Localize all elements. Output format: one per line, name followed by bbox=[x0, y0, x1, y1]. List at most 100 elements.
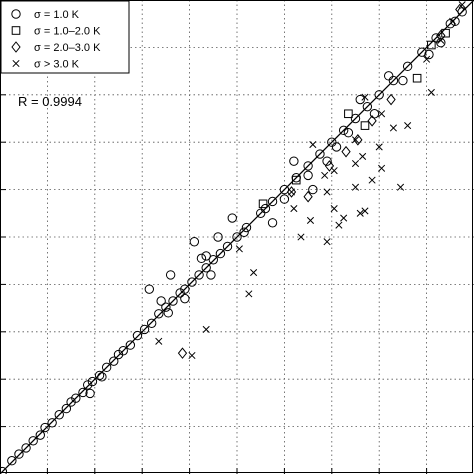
data-point-circle bbox=[180, 284, 190, 294]
data-point-cross bbox=[396, 183, 405, 191]
data-point-diamond bbox=[341, 145, 351, 158]
data-point-circle bbox=[260, 203, 271, 214]
data-point-cross bbox=[359, 152, 367, 160]
data-point-square bbox=[291, 175, 301, 185]
series-circle bbox=[0, 7, 467, 474]
data-point-circle bbox=[125, 340, 136, 350]
data-point-cross bbox=[404, 122, 412, 130]
data-point-circle bbox=[222, 241, 233, 252]
data-point-circle bbox=[331, 142, 342, 152]
data-point-circle bbox=[7, 456, 17, 466]
data-point-circle bbox=[101, 362, 112, 373]
data-point-diamond bbox=[324, 160, 335, 172]
legend-marker-circle bbox=[11, 9, 21, 19]
data-point-circle bbox=[417, 47, 427, 57]
data-point-circle bbox=[383, 71, 394, 81]
data-point-circle bbox=[132, 330, 143, 341]
data-point-circle bbox=[369, 109, 380, 119]
data-point-circle bbox=[87, 376, 98, 387]
data-point-square bbox=[412, 73, 422, 83]
data-point-circle bbox=[196, 253, 207, 264]
data-point-square bbox=[360, 121, 370, 130]
data-point-cross bbox=[389, 124, 397, 132]
data-point-circle bbox=[239, 227, 249, 237]
data-point-circle bbox=[374, 90, 384, 100]
data-point-cross bbox=[306, 216, 315, 224]
data-point-diamond bbox=[455, 3, 465, 16]
data-point-cross bbox=[449, 17, 457, 25]
data-point-square bbox=[427, 40, 436, 50]
data-point-diamond bbox=[353, 134, 363, 146]
data-point-circle bbox=[213, 232, 223, 242]
data-point-diamond bbox=[286, 186, 297, 198]
data-point-circle bbox=[165, 270, 176, 280]
data-point-circle bbox=[303, 161, 313, 171]
data-point-circle bbox=[156, 296, 166, 306]
data-point-circle bbox=[161, 302, 171, 312]
data-point-circle bbox=[232, 232, 242, 242]
data-point-circle bbox=[208, 255, 219, 265]
data-point-circle bbox=[350, 113, 361, 124]
data-point-cross bbox=[351, 159, 360, 168]
data-point-cross bbox=[245, 290, 253, 298]
data-point-cross bbox=[290, 205, 298, 213]
data-point-circle bbox=[187, 277, 197, 287]
data-point-cross bbox=[250, 268, 258, 277]
data-point-circle bbox=[47, 418, 57, 428]
data-point-circle bbox=[144, 284, 155, 294]
data-point-circle bbox=[402, 61, 413, 72]
legend-box bbox=[0, 0, 130, 74]
data-point-circle bbox=[327, 137, 337, 147]
data-point-square bbox=[258, 199, 268, 209]
data-point-cross bbox=[375, 143, 383, 151]
data-point-cross bbox=[323, 238, 331, 246]
data-point-square bbox=[344, 109, 353, 119]
data-point-diamond bbox=[367, 115, 377, 127]
data-point-circle bbox=[436, 37, 446, 48]
legend-marker-cross bbox=[12, 59, 20, 68]
data-point-circle bbox=[279, 194, 290, 204]
legend-entries: σ = 1.0 K σ = 1.0–2.0 K σ = 2.0–3.0 K σ > 3… bbox=[11, 9, 101, 71]
data-point-circle bbox=[201, 251, 211, 261]
data-point-circle bbox=[0, 466, 8, 474]
data-point-circle bbox=[289, 156, 299, 166]
data-point-cross bbox=[368, 176, 376, 184]
data-point-cross bbox=[202, 325, 210, 333]
legend-label: σ = 2.0–3.0 K bbox=[34, 42, 101, 54]
data-point-cross bbox=[351, 136, 360, 144]
data-point-circle bbox=[97, 372, 107, 382]
data-point-circle bbox=[139, 324, 150, 335]
data-point-circle bbox=[355, 94, 365, 105]
data-point-circle bbox=[78, 387, 88, 398]
data-point-cross bbox=[321, 171, 329, 179]
data-point-cross bbox=[378, 164, 386, 172]
series-cross bbox=[155, 1, 466, 360]
data-point-cross bbox=[361, 207, 369, 215]
series-diamond bbox=[177, 3, 465, 359]
data-point-square bbox=[441, 28, 450, 38]
data-point-circle bbox=[194, 270, 204, 280]
data-point-circle bbox=[21, 443, 31, 453]
data-point-cross bbox=[351, 183, 360, 191]
data-point-cross bbox=[437, 36, 445, 44]
data-point-cross bbox=[427, 88, 435, 96]
data-point-circle bbox=[424, 49, 434, 60]
data-point-diamond bbox=[177, 347, 188, 359]
data-point-circle bbox=[227, 213, 237, 223]
data-point-circle bbox=[388, 75, 399, 86]
data-point-circle bbox=[398, 75, 408, 86]
legend-label: σ = 1.0 K bbox=[34, 9, 80, 21]
data-point-cross bbox=[155, 337, 163, 345]
data-point-circle bbox=[322, 156, 332, 166]
data-point-circle bbox=[28, 436, 38, 446]
data-point-circle bbox=[118, 346, 128, 356]
data-point-circle bbox=[14, 449, 24, 459]
data-point-cross bbox=[458, 1, 466, 9]
data-point-circle bbox=[338, 125, 349, 136]
data-point-circle bbox=[85, 388, 95, 399]
data-point-cross bbox=[361, 93, 369, 101]
data-point-circle bbox=[362, 101, 373, 112]
series-square bbox=[258, 28, 450, 209]
